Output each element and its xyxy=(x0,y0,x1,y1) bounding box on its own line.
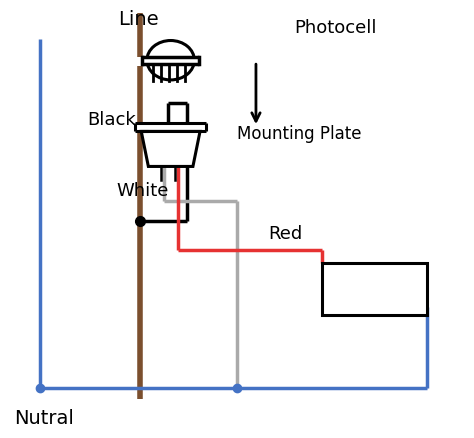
Ellipse shape xyxy=(147,41,194,80)
Text: Photocell: Photocell xyxy=(294,19,376,38)
Text: Red: Red xyxy=(268,225,302,244)
Polygon shape xyxy=(141,131,200,166)
Text: Black: Black xyxy=(88,111,137,130)
FancyBboxPatch shape xyxy=(322,263,427,315)
Text: Line: Line xyxy=(118,10,159,29)
FancyBboxPatch shape xyxy=(135,123,206,131)
FancyBboxPatch shape xyxy=(137,57,204,66)
Text: Mounting Plate: Mounting Plate xyxy=(237,124,362,143)
Text: Nutral: Nutral xyxy=(14,409,74,428)
Text: White: White xyxy=(116,181,168,200)
Text: Load: Load xyxy=(353,278,396,296)
